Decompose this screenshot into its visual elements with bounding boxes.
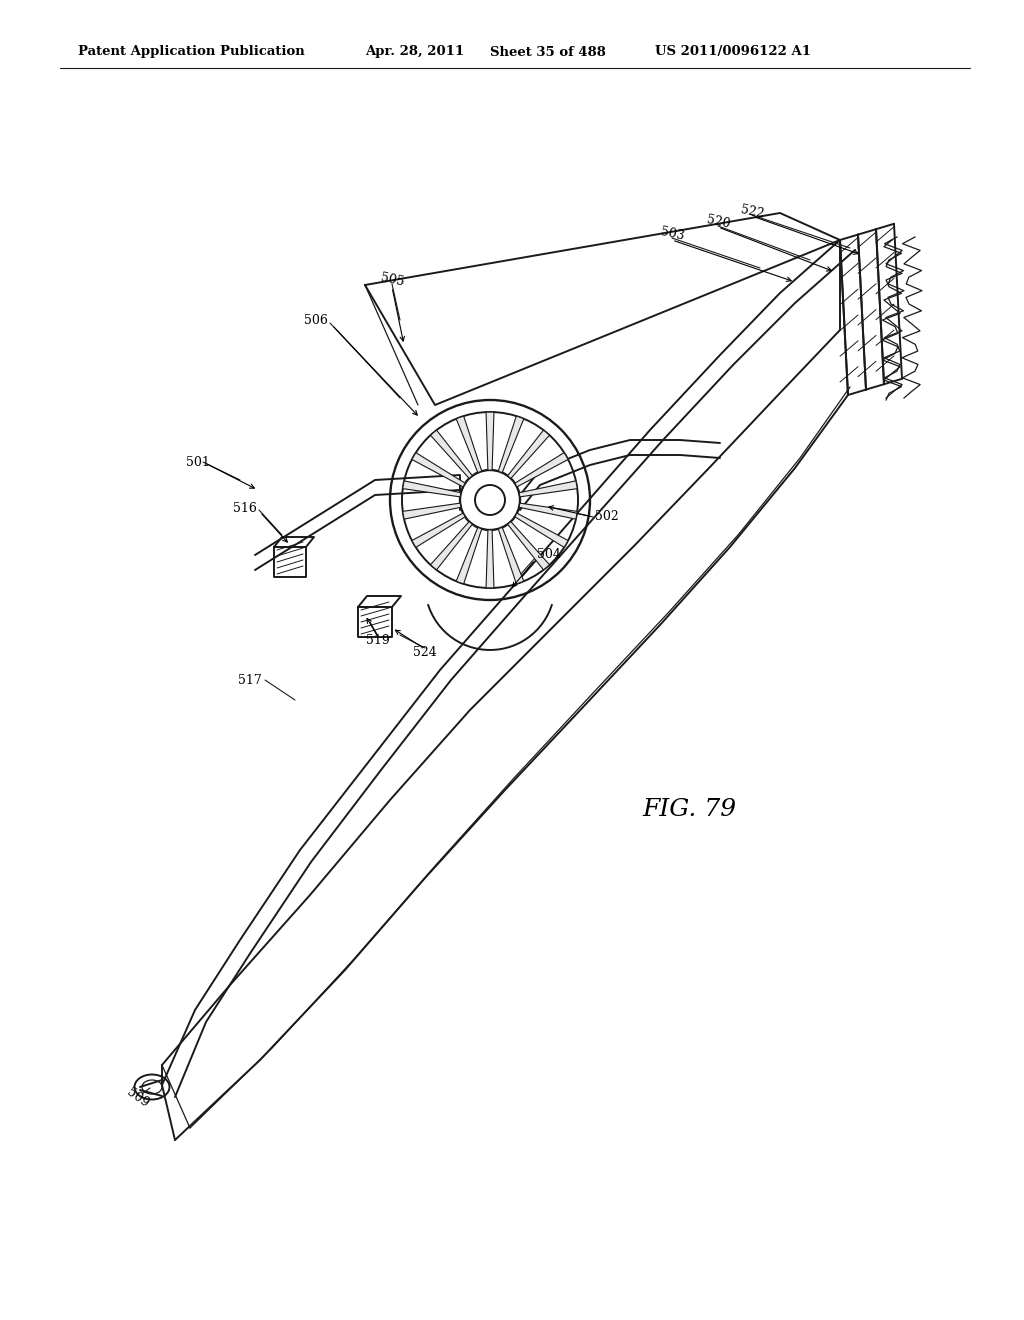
Polygon shape (515, 453, 568, 487)
Polygon shape (499, 528, 524, 583)
Polygon shape (486, 529, 494, 587)
Text: 504: 504 (537, 549, 561, 561)
Text: US 2011/0096122 A1: US 2011/0096122 A1 (655, 45, 811, 58)
Polygon shape (402, 480, 461, 496)
Polygon shape (457, 528, 481, 583)
Text: 509: 509 (125, 1086, 152, 1110)
Polygon shape (519, 503, 578, 519)
Text: 517: 517 (239, 673, 262, 686)
Text: 505: 505 (379, 271, 404, 289)
Text: 520: 520 (706, 213, 731, 231)
Text: 506: 506 (304, 314, 328, 326)
Polygon shape (402, 503, 461, 519)
Polygon shape (508, 521, 550, 570)
Polygon shape (430, 521, 472, 570)
Polygon shape (499, 416, 524, 473)
Polygon shape (457, 416, 481, 473)
Polygon shape (412, 453, 465, 487)
Text: 524: 524 (413, 645, 437, 659)
Polygon shape (430, 430, 472, 478)
Polygon shape (508, 430, 550, 478)
Text: 502: 502 (595, 511, 618, 524)
Polygon shape (412, 513, 465, 548)
Polygon shape (515, 513, 568, 548)
Text: Apr. 28, 2011: Apr. 28, 2011 (365, 45, 464, 58)
Text: 503: 503 (659, 226, 685, 243)
Text: Patent Application Publication: Patent Application Publication (78, 45, 305, 58)
Text: FIG. 79: FIG. 79 (642, 799, 736, 821)
Polygon shape (519, 480, 578, 496)
Text: 522: 522 (739, 203, 765, 220)
Text: 516: 516 (233, 502, 257, 515)
Text: 519: 519 (367, 634, 390, 647)
Text: 501: 501 (186, 455, 210, 469)
Polygon shape (486, 412, 494, 470)
Text: Sheet 35 of 488: Sheet 35 of 488 (490, 45, 606, 58)
